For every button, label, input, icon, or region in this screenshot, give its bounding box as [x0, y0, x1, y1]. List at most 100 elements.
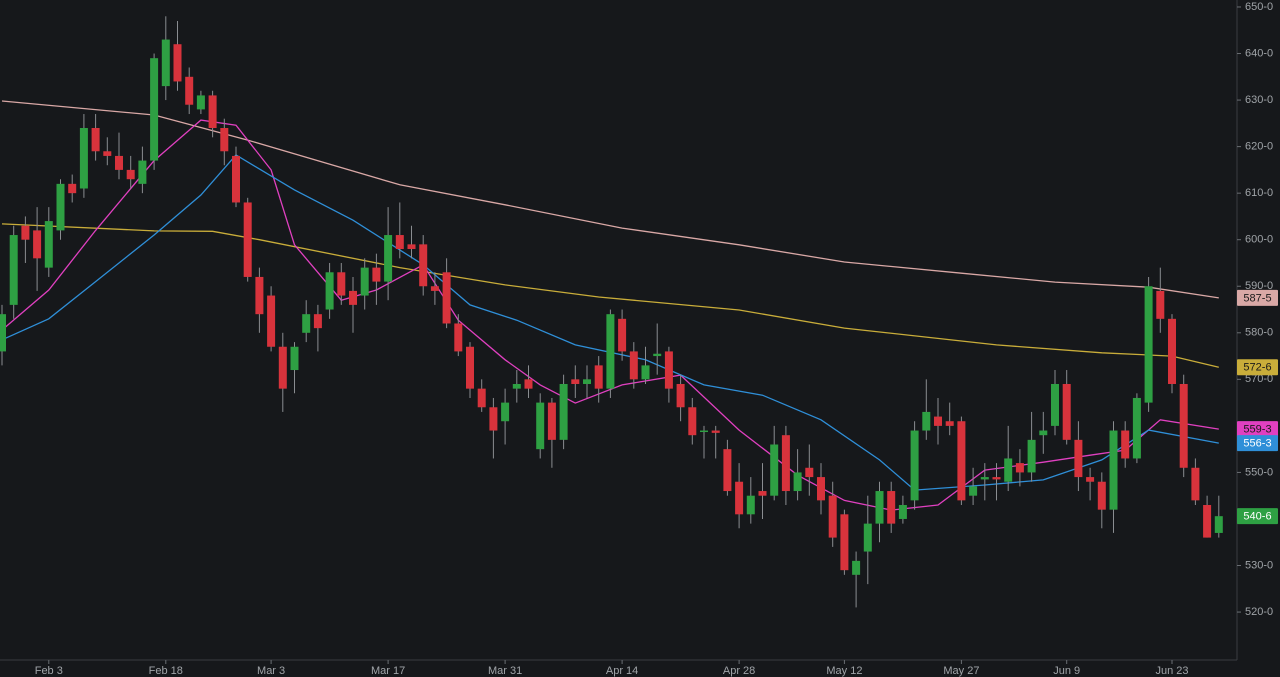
candle-body	[1015, 463, 1024, 473]
candle-body	[688, 407, 697, 436]
candle-body	[1144, 286, 1153, 403]
price-badge-label: 559-3	[1243, 424, 1271, 436]
candle-body	[33, 230, 42, 259]
x-tick-label: Jun 23	[1155, 665, 1188, 677]
candle-body	[21, 225, 30, 240]
candle-body	[934, 416, 942, 426]
candle-body	[56, 183, 65, 231]
candle-body	[384, 235, 393, 282]
candle-body	[302, 314, 311, 333]
candle-body	[735, 481, 744, 515]
candle-body	[220, 127, 229, 152]
candle-body	[395, 235, 404, 250]
candle-body	[945, 421, 954, 426]
y-tick-label: 570-0	[1245, 373, 1273, 385]
candle-body	[255, 276, 264, 315]
candle-body	[746, 495, 755, 515]
candle-body	[700, 430, 708, 433]
candle-body	[185, 76, 194, 105]
candle-body	[243, 202, 252, 277]
candle-body	[957, 421, 966, 501]
candle-body	[349, 290, 357, 305]
candle-body	[466, 346, 474, 389]
candle-body	[290, 346, 299, 371]
candle-body	[454, 323, 463, 352]
y-tick-label: 590-0	[1245, 280, 1273, 292]
y-tick-label: 650-0	[1245, 1, 1273, 13]
y-tick-label: 640-0	[1245, 47, 1273, 59]
x-tick-label: May 12	[826, 665, 862, 677]
price-badge	[1237, 435, 1278, 452]
candle-body	[887, 491, 896, 524]
y-tick-label: 630-0	[1245, 94, 1273, 106]
candle-body	[781, 435, 790, 492]
x-tick-label: Mar 31	[488, 665, 522, 677]
candle-body	[232, 155, 240, 203]
candle-body	[1156, 290, 1165, 319]
candle-body	[980, 477, 989, 480]
price-badge-label: 540-6	[1243, 511, 1271, 523]
candle-body	[115, 155, 123, 170]
candle-body	[1062, 383, 1071, 440]
candle-body	[840, 514, 849, 571]
candle-body	[360, 267, 369, 296]
candle-body	[512, 383, 521, 389]
moving-average-line	[1, 100, 1219, 299]
candle-body	[1214, 516, 1223, 533]
candle-body	[9, 235, 18, 305]
candle-body	[419, 244, 428, 287]
candle-body	[875, 491, 884, 524]
x-tick-label: Mar 3	[257, 665, 285, 677]
candle-body	[1027, 439, 1036, 473]
candle-body	[44, 221, 53, 268]
candle-body	[91, 127, 100, 152]
candle-body	[1086, 477, 1095, 482]
candle-body	[0, 314, 6, 352]
candle-body	[1074, 439, 1083, 478]
candle-body	[501, 402, 510, 422]
candle-body	[1004, 458, 1013, 482]
candle-body	[852, 560, 861, 575]
candle-body	[594, 365, 603, 389]
price-badge-label: 572-6	[1243, 362, 1271, 374]
x-tick-label: Apr 14	[606, 665, 638, 677]
candle-body	[618, 318, 627, 352]
price-badge	[1237, 359, 1278, 376]
candle-body	[1191, 467, 1200, 501]
candle-body	[910, 430, 919, 501]
candle-body	[313, 314, 322, 329]
candle-body	[1203, 505, 1212, 538]
candle-body	[653, 353, 662, 357]
candle-body	[196, 95, 205, 110]
x-tick-label: Feb 3	[35, 665, 63, 677]
candle-body	[1051, 383, 1059, 426]
moving-average-line	[1, 223, 1219, 368]
candle-body	[898, 505, 907, 519]
candle-body	[267, 295, 276, 347]
candle-body	[208, 95, 217, 128]
price-badge-label: 556-3	[1243, 438, 1271, 450]
candle-body	[407, 244, 416, 250]
candle-body	[664, 351, 673, 389]
candle-body	[489, 407, 498, 431]
y-tick-label: 550-0	[1245, 466, 1273, 478]
candle-body	[173, 44, 182, 82]
x-tick-label: Jun 9	[1053, 665, 1080, 677]
candle-body	[969, 486, 978, 496]
candle-body	[922, 411, 931, 431]
candle-body	[863, 523, 872, 552]
candle-body	[79, 127, 88, 189]
candle-body	[1132, 397, 1141, 459]
candle-body	[138, 160, 147, 184]
candle-body	[1121, 430, 1130, 459]
candle-body	[1109, 430, 1118, 510]
candle-body	[325, 272, 334, 310]
candle-body	[793, 472, 802, 492]
price-badge-label: 587-5	[1243, 292, 1271, 304]
candle-body	[68, 183, 77, 194]
candle-body	[758, 491, 767, 496]
candle-body	[805, 467, 814, 478]
candle-body	[1039, 430, 1048, 436]
